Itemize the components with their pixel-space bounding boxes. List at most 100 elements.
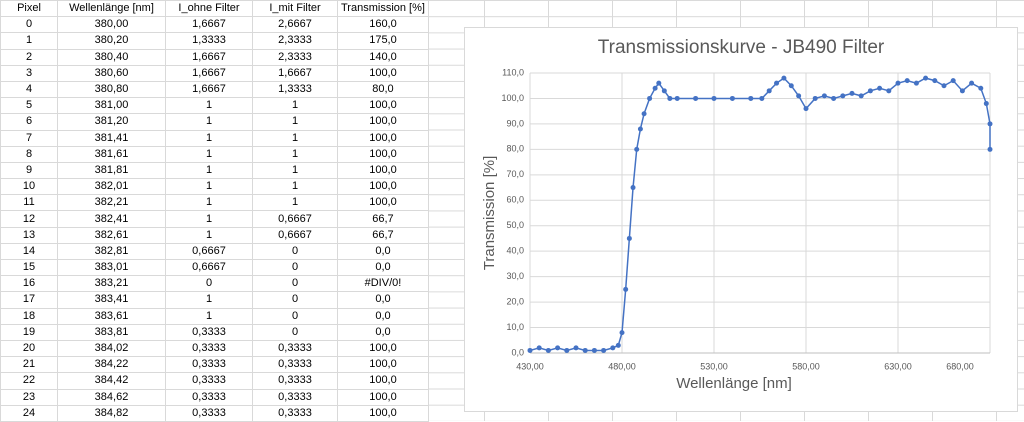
cell[interactable]: 1,3333	[252, 80, 338, 99]
cell[interactable]: 12	[0, 210, 58, 228]
cell[interactable]: 6	[0, 113, 58, 131]
cell[interactable]: 2,6667	[252, 16, 338, 34]
cell[interactable]: 0,3333	[165, 323, 253, 341]
cell[interactable]: 1	[252, 113, 338, 131]
cell[interactable]: 1	[165, 178, 253, 196]
cell[interactable]: 381,41	[57, 129, 166, 147]
cell[interactable]: 100,0	[337, 388, 429, 406]
cell[interactable]: 382,81	[57, 242, 166, 261]
cell[interactable]: 383,01	[57, 258, 166, 277]
cell[interactable]: 380,80	[57, 80, 166, 99]
cell[interactable]: 0,3333	[252, 404, 338, 422]
cell[interactable]: 1	[252, 161, 338, 180]
cell[interactable]: 1	[165, 129, 253, 147]
cell[interactable]: 384,22	[57, 356, 166, 374]
cell[interactable]: 0,3333	[165, 388, 253, 406]
cell[interactable]: 5	[0, 97, 58, 115]
cell[interactable]: 0,0	[337, 323, 429, 341]
cell[interactable]: 0,6667	[165, 242, 253, 261]
cell[interactable]: 1	[165, 291, 253, 309]
cell[interactable]: 19	[0, 323, 58, 341]
cell[interactable]: 1	[165, 97, 253, 115]
cell[interactable]: 11	[0, 194, 58, 212]
cell[interactable]: 381,00	[57, 97, 166, 115]
cell[interactable]: 383,61	[57, 307, 166, 325]
cell[interactable]: 1	[252, 145, 338, 163]
cell[interactable]: 0	[252, 291, 338, 309]
cell[interactable]: 0,6667	[165, 258, 253, 277]
cell[interactable]: 80,0	[337, 80, 429, 99]
cell[interactable]: 2,3333	[252, 48, 338, 66]
cell[interactable]: 383,41	[57, 291, 166, 309]
cell[interactable]: 0,6667	[252, 226, 338, 244]
cell[interactable]: 14	[0, 242, 58, 261]
cell[interactable]: 0	[252, 242, 338, 261]
cell[interactable]: 20	[0, 339, 58, 358]
cell[interactable]: 1	[252, 194, 338, 212]
cell[interactable]: 1	[165, 194, 253, 212]
cell[interactable]: 381,81	[57, 161, 166, 180]
cell[interactable]: 0,0	[337, 291, 429, 309]
cell[interactable]: 9	[0, 161, 58, 180]
cell[interactable]: 0	[252, 258, 338, 277]
cell[interactable]: 384,82	[57, 404, 166, 422]
cell[interactable]: 384,62	[57, 388, 166, 406]
cell[interactable]: 1	[165, 113, 253, 131]
cell[interactable]: 1,6667	[165, 48, 253, 66]
cell[interactable]: 382,01	[57, 178, 166, 196]
cell[interactable]: 0,3333	[165, 339, 253, 358]
cell[interactable]: 4	[0, 80, 58, 99]
cell[interactable]: 13	[0, 226, 58, 244]
cell[interactable]: 382,61	[57, 226, 166, 244]
cell[interactable]: 100,0	[337, 356, 429, 374]
cell[interactable]: 0	[252, 323, 338, 341]
cell[interactable]: 384,42	[57, 372, 166, 390]
cell[interactable]: 100,0	[337, 372, 429, 390]
cell[interactable]: 380,00	[57, 16, 166, 34]
cell[interactable]: 1,6667	[165, 64, 253, 82]
cell[interactable]: 380,20	[57, 32, 166, 50]
cell[interactable]: 22	[0, 372, 58, 390]
cell[interactable]: 100,0	[337, 194, 429, 212]
cell[interactable]: 0	[252, 307, 338, 325]
cell[interactable]: 1,6667	[252, 64, 338, 82]
cell[interactable]: 0,3333	[252, 372, 338, 390]
cell[interactable]: 383,81	[57, 323, 166, 341]
cell[interactable]: 21	[0, 356, 58, 374]
cell[interactable]: 384,02	[57, 339, 166, 358]
cell[interactable]: 0	[252, 275, 338, 293]
cell[interactable]: 1,6667	[165, 16, 253, 34]
cell[interactable]: 383,21	[57, 275, 166, 293]
cell[interactable]: 0	[0, 16, 58, 34]
cell[interactable]: 18	[0, 307, 58, 325]
cell[interactable]: 0,0	[337, 242, 429, 261]
cell[interactable]: I_ohne Filter	[165, 0, 253, 18]
cell[interactable]: 160,0	[337, 16, 429, 34]
cell[interactable]: 0,3333	[165, 372, 253, 390]
cell[interactable]: 100,0	[337, 339, 429, 358]
cell[interactable]: 100,0	[337, 145, 429, 163]
cell[interactable]: 23	[0, 388, 58, 406]
cell[interactable]: 24	[0, 404, 58, 422]
cell[interactable]: 100,0	[337, 178, 429, 196]
cell[interactable]: 1	[165, 161, 253, 180]
cell[interactable]: 381,20	[57, 113, 166, 131]
cell[interactable]: I_mit Filter	[252, 0, 338, 18]
cell[interactable]: 0,3333	[165, 404, 253, 422]
cell[interactable]: 100,0	[337, 129, 429, 147]
cell[interactable]: 1,3333	[165, 32, 253, 50]
cell[interactable]: 16	[0, 275, 58, 293]
cell[interactable]: 175,0	[337, 32, 429, 50]
cell[interactable]: 100,0	[337, 64, 429, 82]
cell[interactable]: 0,3333	[165, 356, 253, 374]
cell[interactable]: 1	[0, 32, 58, 50]
cell[interactable]: 7	[0, 129, 58, 147]
cell[interactable]: 1	[252, 129, 338, 147]
cell[interactable]: #DIV/0!	[337, 275, 429, 293]
cell[interactable]: 0,0	[337, 307, 429, 325]
cell[interactable]: 140,0	[337, 48, 429, 66]
cell[interactable]: 382,41	[57, 210, 166, 228]
cell[interactable]: 100,0	[337, 404, 429, 422]
cell[interactable]: 1	[252, 178, 338, 196]
cell[interactable]: 66,7	[337, 210, 429, 228]
